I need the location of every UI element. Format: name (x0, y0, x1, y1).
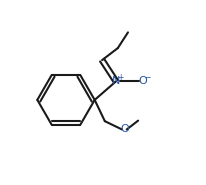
Text: −: − (144, 73, 150, 82)
Text: O: O (138, 76, 147, 86)
Text: N: N (112, 76, 120, 86)
Text: +: + (117, 73, 123, 82)
Text: O: O (120, 125, 129, 134)
